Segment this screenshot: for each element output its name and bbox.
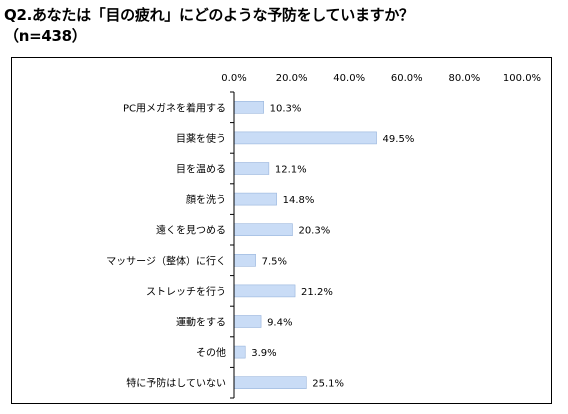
bar — [233, 223, 293, 236]
value-label: 20.3% — [298, 226, 330, 237]
bar — [233, 192, 277, 206]
value-label: 25.1% — [312, 379, 344, 390]
value-label: 10.3% — [270, 103, 302, 114]
category-label: 特に予防はしていない — [126, 377, 226, 390]
bar — [233, 131, 377, 145]
value-label: 9.4% — [267, 318, 292, 329]
value-label: 12.1% — [275, 165, 307, 176]
category-label: 運動をする — [176, 316, 226, 329]
chart-title: Q2.あなたは「目の疲れ」にどのような予防をしていますか？ — [4, 6, 414, 24]
chart-frame: 0.0% 20.0% 40.0% 60.0% 80.0% 100.0% PC用メガネを着用す… — [11, 57, 552, 404]
x-tick-label: 60.0% — [391, 73, 423, 84]
category-label: 目薬を使う — [176, 132, 226, 145]
category-label: PC用メガネを着用する — [123, 101, 226, 114]
x-tick-label: 0.0% — [221, 73, 246, 84]
x-tick-label: 100.0% — [503, 73, 541, 84]
value-label: 21.2% — [301, 287, 333, 298]
value-label: 14.8% — [283, 195, 315, 206]
bar — [233, 162, 270, 175]
sample-size-label: （n=438） — [4, 27, 87, 45]
category-label: 遠くを見つめる — [156, 224, 226, 237]
bar — [233, 345, 246, 359]
x-tick-label: 20.0% — [276, 73, 308, 84]
bar — [233, 284, 296, 298]
bar-chart: 0.0% 20.0% 40.0% 60.0% 80.0% 100.0% PC用メガネを着用す… — [106, 73, 541, 399]
bar — [233, 376, 307, 390]
x-tick-label: 80.0% — [449, 73, 481, 84]
value-label: 49.5% — [383, 134, 415, 145]
category-label: 顔を洗う — [186, 193, 226, 206]
value-label: 3.9% — [251, 348, 276, 359]
value-label: 7.5% — [262, 256, 287, 267]
bar — [233, 315, 262, 328]
x-tick-label: 40.0% — [333, 73, 365, 84]
bar — [233, 254, 256, 267]
category-label: マッサージ（整体）に行く — [106, 254, 226, 267]
category-label: その他 — [196, 346, 226, 359]
category-label: 目を温める — [176, 164, 226, 176]
bar — [233, 100, 264, 114]
category-label: ストレッチを行う — [146, 285, 226, 298]
